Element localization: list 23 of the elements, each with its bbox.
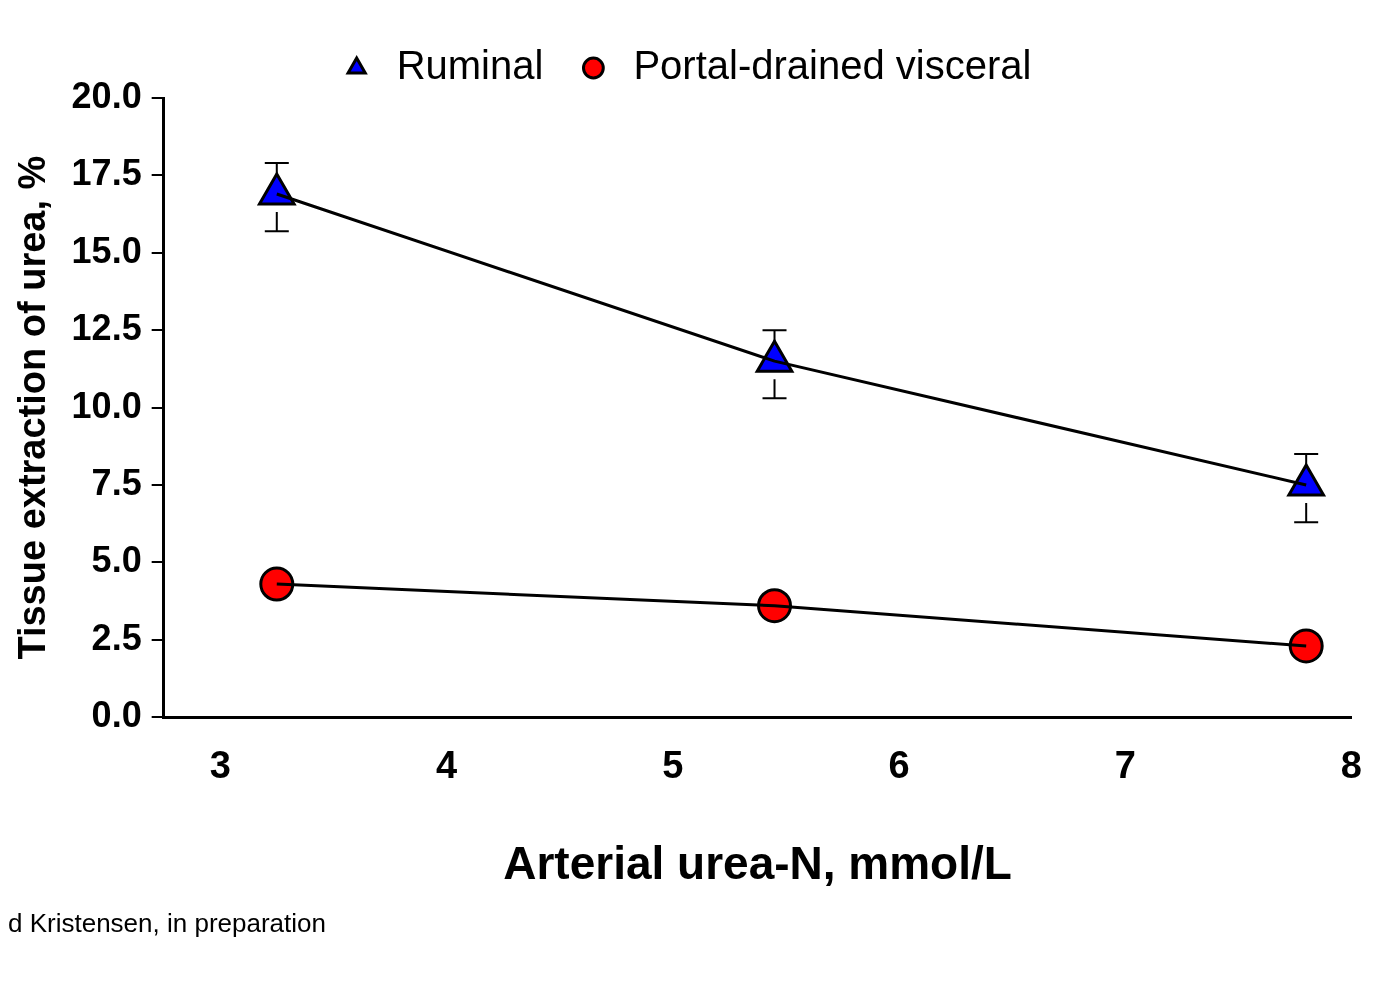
x-tick-label: 8 bbox=[1340, 744, 1362, 787]
y-tick-label: 5.0 bbox=[91, 539, 142, 581]
y-tick-label: 15.0 bbox=[71, 229, 142, 271]
y-tick-label: 17.5 bbox=[71, 152, 142, 194]
point bbox=[259, 566, 295, 602]
x-tick-label: 5 bbox=[662, 744, 684, 787]
y-tick-label: 10.0 bbox=[71, 384, 142, 426]
y-tick-label: 20.0 bbox=[71, 74, 142, 116]
point bbox=[257, 172, 296, 206]
y-axis-title: Tissue extraction of urea, % bbox=[11, 155, 54, 660]
legend-label: Portal-drained visceral bbox=[633, 43, 1032, 88]
x-tick-label: 3 bbox=[209, 744, 231, 787]
y-tick-label: 7.5 bbox=[91, 461, 142, 503]
point bbox=[1288, 628, 1324, 664]
x-tick-label: 4 bbox=[435, 744, 458, 787]
x-tick-label: 6 bbox=[888, 744, 910, 787]
y-tick-label: 2.5 bbox=[91, 616, 142, 658]
legend-label: Ruminal bbox=[396, 43, 544, 88]
y-tick-label: 12.5 bbox=[71, 307, 142, 349]
x-axis-title: Arterial urea-N, mmol/L bbox=[503, 837, 1012, 890]
x-tick-label: 7 bbox=[1114, 744, 1136, 787]
text: d Kristensen, in preparation bbox=[8, 908, 327, 939]
y-tick-label: 0.0 bbox=[91, 694, 142, 736]
